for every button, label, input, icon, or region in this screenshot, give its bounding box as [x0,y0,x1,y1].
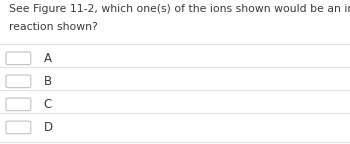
FancyBboxPatch shape [6,98,31,111]
Text: See Figure 11-2, which one(s) of the ions shown would be an intermediate in the: See Figure 11-2, which one(s) of the ion… [9,4,350,14]
Text: reaction shown?: reaction shown? [9,22,98,32]
Text: A: A [44,52,52,65]
Text: C: C [44,98,52,111]
FancyBboxPatch shape [6,75,31,88]
FancyBboxPatch shape [6,121,31,134]
FancyBboxPatch shape [6,52,31,65]
Text: D: D [44,121,53,134]
Text: B: B [44,75,52,88]
